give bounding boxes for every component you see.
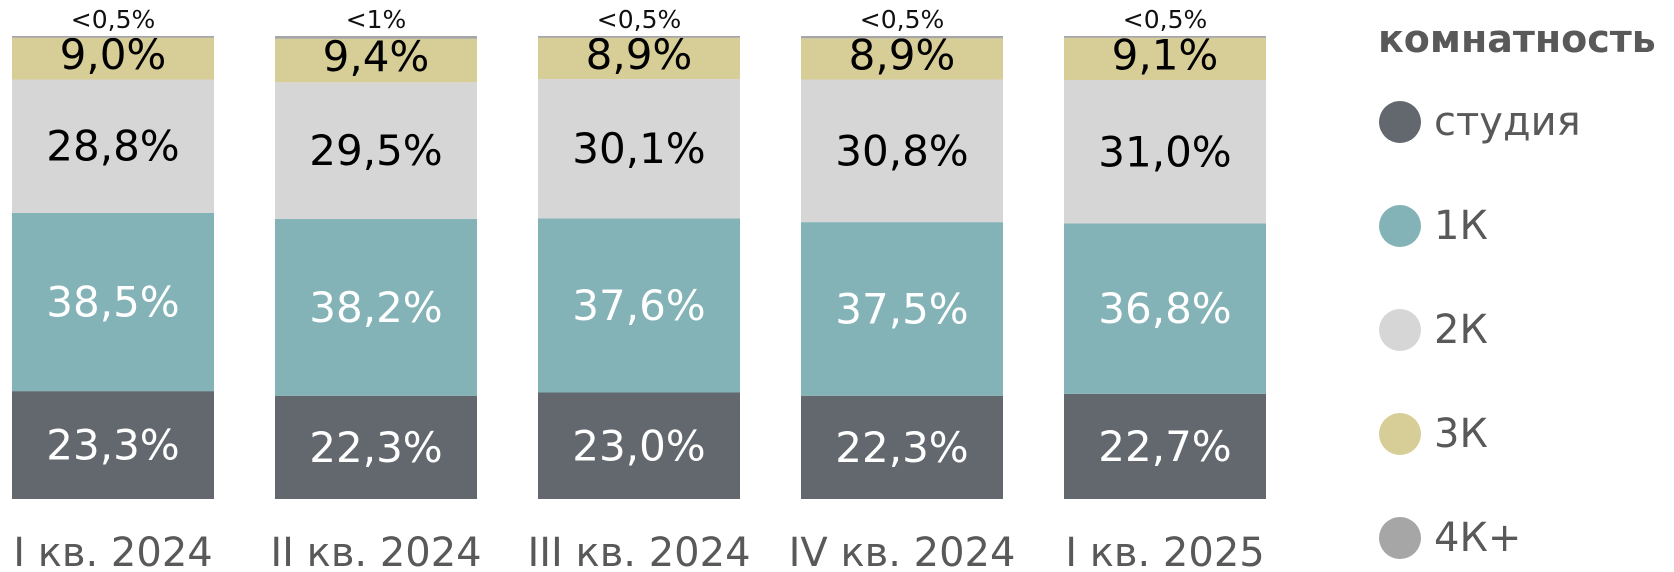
bar-segment-3-3 <box>801 38 1003 80</box>
data-label: 29,5% <box>309 126 442 175</box>
bar-segment-3-0 <box>12 37 214 80</box>
data-label-small: <0,5% <box>71 5 155 34</box>
data-label: 22,7% <box>1098 422 1231 471</box>
bar-segment-4-4 <box>1064 36 1266 38</box>
legend-label: 4К+ <box>1434 515 1521 561</box>
bar-segment-0-2 <box>538 392 740 499</box>
legend-items: студия 1К 2К 3К 4К+ <box>1379 99 1581 561</box>
data-label-small: <1% <box>346 5 407 34</box>
bar-segment-4-2 <box>538 36 740 38</box>
data-label: 8,9% <box>586 30 693 79</box>
data-label-small: <0,5% <box>597 5 681 34</box>
x-tick-label: IV кв. 2024 <box>789 530 1016 572</box>
legend-marker <box>1379 101 1421 143</box>
legend-marker <box>1379 205 1421 247</box>
data-label: 28,8% <box>46 122 179 171</box>
bar-segment-2-1 <box>275 82 477 219</box>
bar-segment-2-3 <box>801 79 1003 223</box>
legend-marker <box>1379 517 1421 559</box>
bar-segment-2-2 <box>538 79 740 219</box>
bar-segment-1-0 <box>12 212 214 392</box>
data-label: 22,3% <box>309 423 442 472</box>
data-label: 9,0% <box>60 30 167 79</box>
x-tick-label: I кв. 2024 <box>13 530 212 572</box>
x-tick-label: III кв. 2024 <box>527 530 750 572</box>
legend-label: 2К <box>1434 307 1488 353</box>
bar-segment-0-1 <box>275 395 477 499</box>
legend-marker <box>1379 309 1421 351</box>
legend-label: студия <box>1434 99 1581 145</box>
data-label: 23,3% <box>46 421 179 470</box>
data-label-small: <0,5% <box>860 5 944 34</box>
x-tick-label: I кв. 2025 <box>1065 530 1264 572</box>
bar-segment-0-0 <box>12 391 214 499</box>
legend: комнатность студия 1К 2К 3К 4К+ <box>1378 17 1656 561</box>
data-label: 30,1% <box>572 124 705 173</box>
data-label: 9,4% <box>323 32 430 81</box>
bar-segment-3-1 <box>275 38 477 83</box>
data-label: 36,8% <box>1098 284 1231 333</box>
bar-segment-1-2 <box>538 218 740 393</box>
data-label: 22,3% <box>835 423 968 472</box>
data-label: 9,1% <box>1112 30 1219 79</box>
bar-segment-4-0 <box>12 36 214 38</box>
bar-segment-3-4 <box>1064 37 1266 80</box>
bar-segment-4-1 <box>275 36 477 39</box>
data-label-small: <0,5% <box>1123 5 1207 34</box>
data-label: 38,5% <box>46 277 179 326</box>
x-axis-labels: I кв. 2024 II кв. 2024 III кв. 2024 IV кв. … <box>13 530 1264 572</box>
data-label: 30,8% <box>835 126 968 175</box>
data-label: 31,0% <box>1098 127 1231 176</box>
legend-label: 3К <box>1434 411 1488 457</box>
bar-segment-2-0 <box>12 79 214 213</box>
bar-segment-1-3 <box>801 222 1003 396</box>
data-label: 23,0% <box>572 421 705 470</box>
bar-segment-3-2 <box>538 37 740 80</box>
bar-segment-0-3 <box>801 395 1003 499</box>
legend-label: 1К <box>1434 203 1488 249</box>
data-label: 8,9% <box>849 30 956 79</box>
bar-segment-0-4 <box>1064 393 1266 499</box>
bar-segment-1-4 <box>1064 223 1266 394</box>
data-label: 37,5% <box>835 284 968 333</box>
bar-segment-4-3 <box>801 36 1003 39</box>
bar-segment-2-4 <box>1064 79 1266 224</box>
x-tick-label: II кв. 2024 <box>270 530 481 572</box>
bar-segment-1-1 <box>275 218 477 396</box>
legend-marker <box>1379 413 1421 455</box>
data-label: 37,6% <box>572 281 705 330</box>
bars-group: 23,3%38,5%28,8%9,0%<0,5%22,3%38,2%29,5%9… <box>12 5 1266 499</box>
data-label: 38,2% <box>309 283 442 332</box>
legend-title: комнатность <box>1378 17 1656 61</box>
